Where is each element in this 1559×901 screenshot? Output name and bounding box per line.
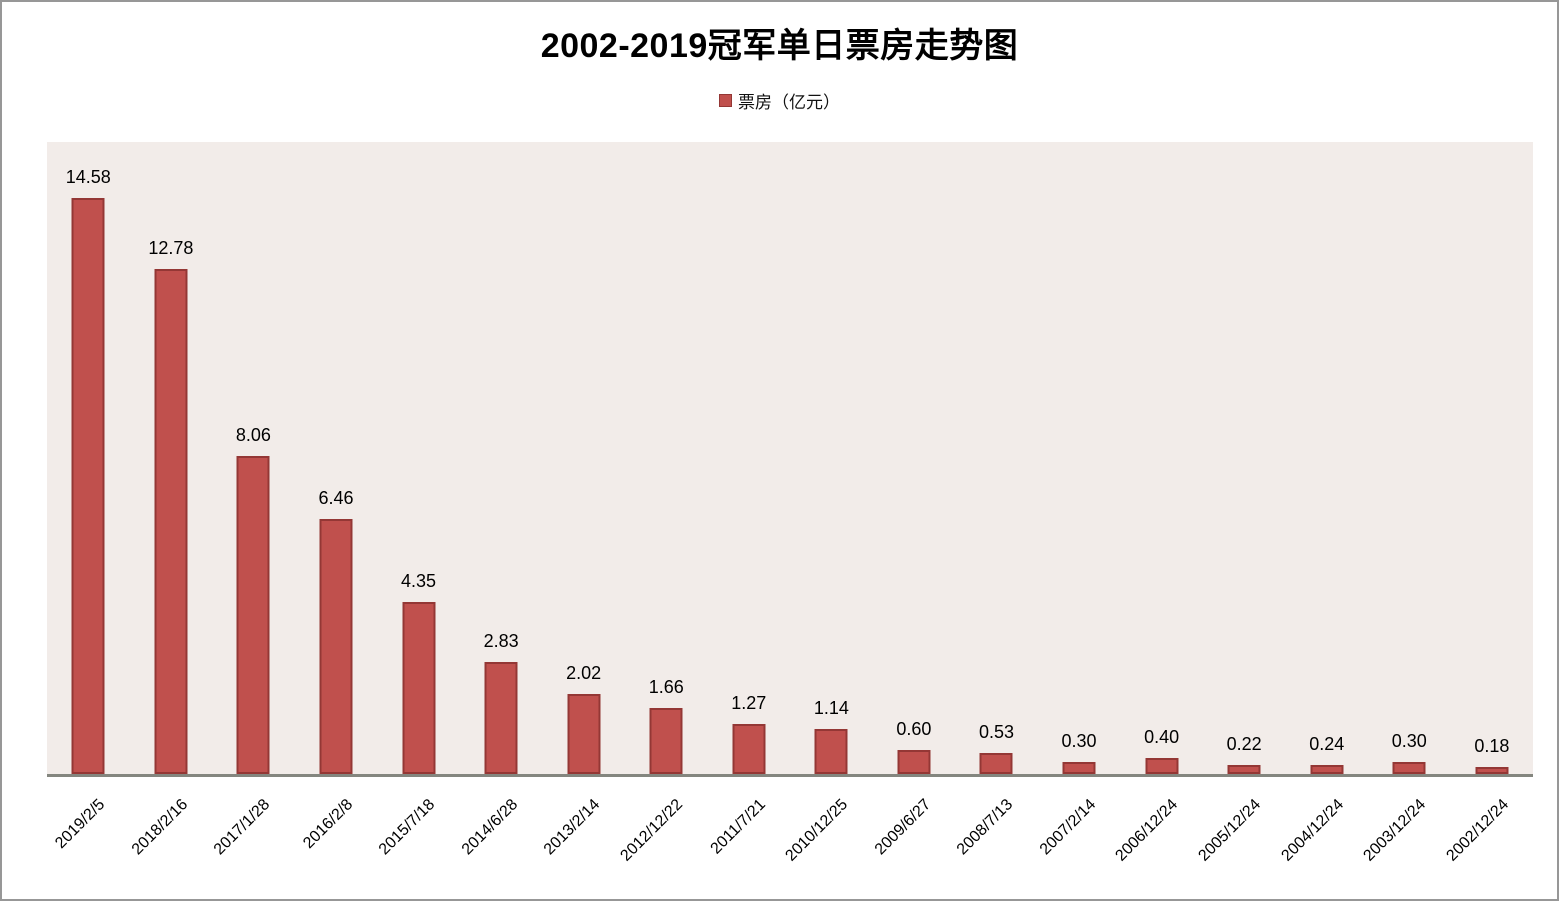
bar-slot: 12.78 bbox=[130, 142, 213, 774]
plot-background bbox=[47, 142, 1533, 774]
bar-value-label: 1.27 bbox=[731, 692, 767, 713]
bar bbox=[732, 723, 766, 774]
bar bbox=[319, 518, 353, 774]
bar-slot: 2.02 bbox=[542, 142, 625, 774]
chart-title: 2002-2019冠军单日票房走势图 bbox=[540, 27, 1019, 65]
bar-value-label: 0.40 bbox=[1144, 727, 1180, 748]
bar-value-label: 1.14 bbox=[813, 697, 849, 718]
x-axis-label: 2006/12/24 bbox=[1112, 796, 1182, 865]
bar bbox=[1145, 758, 1179, 774]
bar-slot: 4.35 bbox=[377, 142, 460, 774]
legend: 票房（亿元） bbox=[2, 88, 1557, 113]
bar-slot: 0.60 bbox=[873, 142, 956, 774]
bar bbox=[1392, 762, 1426, 774]
bar bbox=[402, 602, 436, 774]
bar-value-label: 4.35 bbox=[401, 571, 437, 592]
x-axis-label: 2011/7/21 bbox=[707, 796, 769, 858]
bar-slot: 14.58 bbox=[47, 142, 130, 774]
bar-slot: 0.18 bbox=[1451, 142, 1534, 774]
bar bbox=[1475, 766, 1509, 774]
x-axis-label: 2009/6/27 bbox=[871, 796, 934, 859]
legend-label: 票房（亿元） bbox=[738, 93, 840, 112]
bar-value-label: 0.60 bbox=[896, 719, 932, 740]
x-axis-line bbox=[47, 774, 1533, 777]
bar-value-label: 0.53 bbox=[978, 722, 1014, 743]
bar-slot: 8.06 bbox=[212, 142, 295, 774]
x-axis-label: 2015/7/18 bbox=[376, 796, 439, 859]
bar bbox=[1062, 762, 1096, 774]
bar-value-label: 2.83 bbox=[483, 631, 519, 652]
bar-slot: 0.22 bbox=[1203, 142, 1286, 774]
bar bbox=[897, 750, 931, 774]
bar-slot: 0.30 bbox=[1038, 142, 1121, 774]
bar bbox=[1227, 765, 1261, 774]
bar-value-label: 1.66 bbox=[648, 677, 684, 698]
bar bbox=[154, 269, 188, 774]
x-axis-label: 2002/12/24 bbox=[1443, 796, 1512, 865]
bar bbox=[236, 455, 270, 774]
bar-slot: 0.24 bbox=[1285, 142, 1368, 774]
x-axis-label: 2012/12/22 bbox=[617, 796, 687, 865]
bar-slot: 1.66 bbox=[625, 142, 708, 774]
x-axis-label: 2003/12/24 bbox=[1360, 796, 1430, 865]
x-axis-label: 2008/7/13 bbox=[954, 796, 1017, 859]
bar-value-label: 12.78 bbox=[148, 238, 194, 259]
x-axis-label: 2013/2/14 bbox=[541, 796, 604, 859]
x-axis-labels: 2019/2/5 2018/2/16 2017/1/28 2016/2/8 2015/7… bbox=[47, 782, 1533, 899]
x-axis-label: 2014/6/28 bbox=[458, 796, 522, 859]
x-axis-label: 2017/1/28 bbox=[211, 796, 274, 859]
bars-container: 14.58 12.78 8.06 6.46 4.35 2.83 2.02 1.66 1.27 1.… bbox=[47, 142, 1533, 774]
x-axis-label: 2005/12/24 bbox=[1195, 796, 1265, 865]
bar-value-label: 2.02 bbox=[566, 663, 602, 684]
bar-slot: 0.40 bbox=[1120, 142, 1203, 774]
bar bbox=[814, 728, 848, 774]
x-axis-label: 2007/2/14 bbox=[1036, 796, 1099, 859]
bar-value-label: 0.18 bbox=[1474, 735, 1510, 756]
x-axis-label: 2018/2/16 bbox=[128, 796, 191, 859]
bar-value-label: 6.46 bbox=[318, 487, 354, 508]
bar-slot: 6.46 bbox=[295, 142, 378, 774]
bar-value-label: 0.24 bbox=[1309, 733, 1345, 754]
bar-value-label: 14.58 bbox=[65, 167, 111, 188]
bar bbox=[649, 708, 683, 774]
bar-slot: 1.14 bbox=[790, 142, 873, 774]
x-axis-label: 2004/12/24 bbox=[1278, 796, 1347, 865]
bar-value-label: 0.22 bbox=[1226, 734, 1262, 755]
bar-slot: 0.30 bbox=[1368, 142, 1451, 774]
plot-area: 14.58 12.78 8.06 6.46 4.35 2.83 2.02 1.66 1.27 1.… bbox=[47, 142, 1533, 777]
bar-slot: 1.27 bbox=[708, 142, 791, 774]
bar-value-label: 0.30 bbox=[1061, 731, 1097, 752]
x-axis-label: 2019/2/5 bbox=[52, 796, 109, 853]
bar bbox=[1310, 764, 1344, 774]
bar bbox=[484, 662, 518, 774]
bar-slot: 2.83 bbox=[460, 142, 543, 774]
bar bbox=[567, 694, 601, 774]
legend-swatch-icon bbox=[719, 94, 732, 107]
bar bbox=[71, 198, 105, 774]
x-axis-label: 2010/12/25 bbox=[782, 796, 852, 865]
bar-value-label: 0.30 bbox=[1391, 731, 1427, 752]
bar bbox=[979, 753, 1013, 774]
bar-value-label: 8.06 bbox=[235, 424, 271, 445]
bar-slot: 0.53 bbox=[955, 142, 1038, 774]
x-axis-label: 2016/2/8 bbox=[299, 796, 356, 853]
